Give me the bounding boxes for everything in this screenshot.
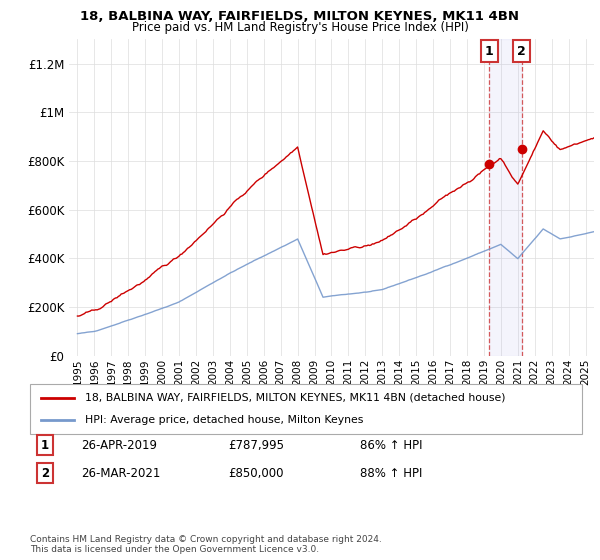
Text: 1: 1 bbox=[41, 438, 49, 452]
Text: 1: 1 bbox=[485, 45, 494, 58]
Text: 18, BALBINA WAY, FAIRFIELDS, MILTON KEYNES, MK11 4BN: 18, BALBINA WAY, FAIRFIELDS, MILTON KEYN… bbox=[80, 10, 520, 23]
Text: 2: 2 bbox=[517, 45, 526, 58]
Text: £787,995: £787,995 bbox=[228, 438, 284, 452]
Text: 18, BALBINA WAY, FAIRFIELDS, MILTON KEYNES, MK11 4BN (detached house): 18, BALBINA WAY, FAIRFIELDS, MILTON KEYN… bbox=[85, 393, 506, 403]
Text: Contains HM Land Registry data © Crown copyright and database right 2024.
This d: Contains HM Land Registry data © Crown c… bbox=[30, 535, 382, 554]
Text: 88% ↑ HPI: 88% ↑ HPI bbox=[360, 466, 422, 480]
Text: £850,000: £850,000 bbox=[228, 466, 284, 480]
Bar bbox=[490, 39, 521, 356]
Text: 26-MAR-2021: 26-MAR-2021 bbox=[81, 466, 160, 480]
Text: 86% ↑ HPI: 86% ↑ HPI bbox=[360, 438, 422, 452]
Text: Price paid vs. HM Land Registry's House Price Index (HPI): Price paid vs. HM Land Registry's House … bbox=[131, 21, 469, 34]
Text: 2: 2 bbox=[41, 466, 49, 480]
FancyBboxPatch shape bbox=[30, 384, 582, 434]
Text: 26-APR-2019: 26-APR-2019 bbox=[81, 438, 157, 452]
Text: HPI: Average price, detached house, Milton Keynes: HPI: Average price, detached house, Milt… bbox=[85, 415, 364, 425]
